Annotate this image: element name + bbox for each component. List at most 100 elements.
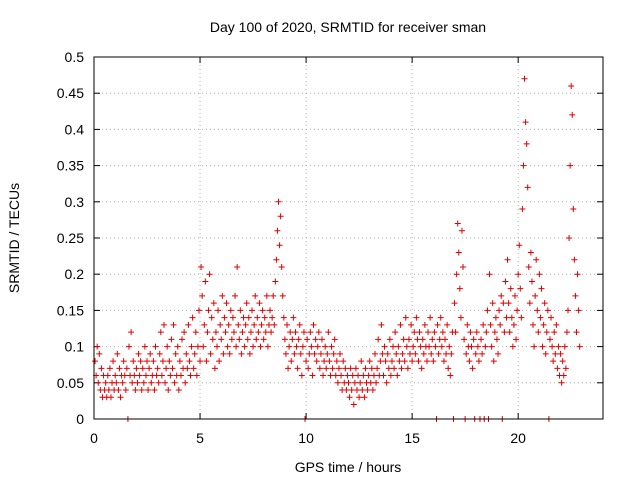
- data-point: [551, 329, 558, 336]
- data-point: [527, 249, 534, 256]
- data-point: [482, 343, 489, 350]
- data-point: [310, 321, 317, 328]
- data-point: [217, 321, 224, 328]
- data-point: [174, 343, 181, 350]
- data-point: [267, 307, 274, 314]
- data-point: [191, 350, 198, 357]
- data-point: [276, 242, 283, 249]
- data-point: [405, 336, 412, 343]
- data-point: [119, 379, 126, 386]
- data-point: [320, 372, 327, 379]
- data-point: [507, 285, 514, 292]
- x-axis-label: GPS time / hours: [295, 459, 402, 475]
- y-tick-label: 0.1: [65, 339, 85, 355]
- data-point: [112, 372, 119, 379]
- data-point: [163, 365, 170, 372]
- data-point: [144, 358, 151, 365]
- data-point: [305, 365, 312, 372]
- data-point: [534, 307, 541, 314]
- data-point: [431, 329, 438, 336]
- data-point: [307, 329, 314, 336]
- data-point: [179, 336, 186, 343]
- data-point: [241, 343, 248, 350]
- data-point: [489, 300, 496, 307]
- data-point: [352, 365, 359, 372]
- data-point: [491, 329, 498, 336]
- data-point: [151, 387, 158, 394]
- data-point: [156, 350, 163, 357]
- data-point: [235, 321, 242, 328]
- data-point: [243, 300, 250, 307]
- data-point: [287, 329, 294, 336]
- data-point: [346, 394, 353, 401]
- data-point: [207, 350, 214, 357]
- axis-ticks: 0 0.05 0.1 0.15 0.2 0.25 0.3 0.35 0.4 0.45 0.5 0 5 10…: [57, 49, 603, 446]
- data-point: [355, 372, 362, 379]
- y-tick-label: 0.4: [65, 121, 85, 137]
- data-point: [396, 358, 403, 365]
- data-point: [454, 220, 461, 227]
- data-point: [115, 387, 122, 394]
- data-point: [516, 242, 523, 249]
- data-point: [208, 314, 215, 321]
- data-point: [326, 358, 333, 365]
- data-point: [195, 307, 202, 314]
- data-point: [192, 329, 199, 336]
- data-point: [475, 358, 482, 365]
- data-point: [96, 350, 103, 357]
- data-point: [357, 379, 364, 386]
- data-point: [275, 198, 282, 205]
- data-point: [162, 379, 169, 386]
- data-point: [291, 350, 298, 357]
- data-point: [517, 285, 524, 292]
- data-point: [548, 314, 555, 321]
- data-point: [416, 329, 423, 336]
- data-point: [167, 372, 174, 379]
- data-point: [344, 372, 351, 379]
- data-point: [414, 336, 421, 343]
- y-tick-label: 0.45: [57, 85, 84, 101]
- data-point: [559, 358, 566, 365]
- data-point: [200, 343, 207, 350]
- data-point: [439, 329, 446, 336]
- data-point: [493, 336, 500, 343]
- data-point: [419, 336, 426, 343]
- data-point: [468, 343, 475, 350]
- data-point: [445, 365, 452, 372]
- data-point: [142, 372, 149, 379]
- data-point: [177, 372, 184, 379]
- data-point: [160, 321, 167, 328]
- data-point: [125, 343, 132, 350]
- data-point: [560, 372, 567, 379]
- data-point: [420, 350, 427, 357]
- data-point: [212, 329, 219, 336]
- data-point: [236, 336, 243, 343]
- data-point: [245, 314, 252, 321]
- data-point: [269, 314, 276, 321]
- data-point: [576, 343, 583, 350]
- data-point: [128, 329, 135, 336]
- data-point: [380, 372, 387, 379]
- data-point: [197, 358, 204, 365]
- data-point: [550, 358, 557, 365]
- data-point: [206, 271, 213, 278]
- data-point: [568, 82, 575, 89]
- data-point: [157, 329, 164, 336]
- data-point: [145, 387, 152, 394]
- data-point: [327, 372, 334, 379]
- data-point: [531, 343, 538, 350]
- data-point: [469, 365, 476, 372]
- data-point: [270, 292, 277, 299]
- data-point: [131, 372, 138, 379]
- data-point: [399, 350, 406, 357]
- data-point: [382, 358, 389, 365]
- data-point: [335, 365, 342, 372]
- data-point: [95, 379, 102, 386]
- data-point: [233, 343, 240, 350]
- data-point: [209, 336, 216, 343]
- data-point: [407, 350, 414, 357]
- data-point: [317, 350, 324, 357]
- data-point: [400, 336, 407, 343]
- data-point: [211, 365, 218, 372]
- data-point: [255, 329, 262, 336]
